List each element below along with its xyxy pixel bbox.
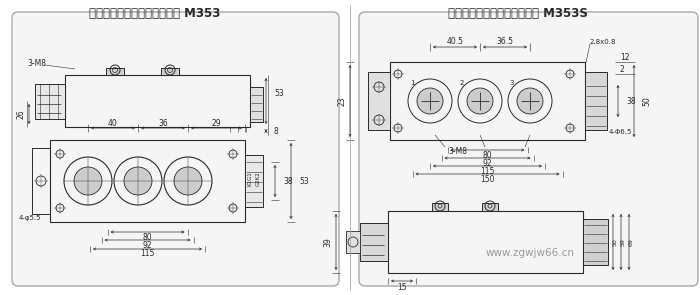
Text: 3-M8: 3-M8 — [449, 148, 468, 157]
Circle shape — [74, 167, 102, 195]
Circle shape — [174, 167, 202, 195]
Text: 53: 53 — [299, 176, 309, 186]
Bar — [368, 72, 390, 130]
Text: 散热形式：水冷型模块外型图 M353S: 散热形式：水冷型模块外型图 M353S — [448, 7, 588, 20]
Bar — [346, 231, 360, 253]
Text: 15: 15 — [397, 283, 407, 291]
FancyBboxPatch shape — [359, 12, 698, 286]
Bar — [106, 68, 124, 75]
Text: 4-Φ6.5: 4-Φ6.5 — [609, 129, 632, 135]
Text: 50: 50 — [642, 96, 651, 106]
Text: G2K2: G2K2 — [256, 172, 260, 186]
Text: 53: 53 — [274, 89, 284, 98]
Circle shape — [417, 88, 443, 114]
Text: 36.5: 36.5 — [496, 37, 514, 47]
Text: 150: 150 — [480, 175, 495, 183]
Text: 59: 59 — [620, 238, 626, 246]
Bar — [585, 72, 607, 130]
Text: 80: 80 — [483, 150, 492, 160]
Text: 8: 8 — [274, 127, 279, 135]
Text: 38: 38 — [283, 176, 293, 186]
Text: 1: 1 — [410, 80, 414, 86]
Text: www.zgwjw66.cn: www.zgwjw66.cn — [486, 248, 575, 258]
Text: 92: 92 — [143, 240, 153, 250]
Text: 115: 115 — [140, 250, 155, 258]
Text: 2: 2 — [620, 65, 624, 75]
Text: 40.5: 40.5 — [447, 37, 463, 47]
Bar — [250, 87, 263, 122]
Bar — [583, 219, 608, 265]
Circle shape — [467, 88, 493, 114]
Text: 50: 50 — [612, 238, 617, 246]
Bar — [432, 203, 448, 211]
Text: 115: 115 — [480, 166, 495, 176]
Text: 4-φ5.5: 4-φ5.5 — [19, 215, 41, 221]
Bar — [35, 84, 65, 119]
Bar — [32, 148, 50, 214]
Text: 2: 2 — [460, 80, 464, 86]
Text: 80: 80 — [143, 232, 153, 242]
Text: K1G1: K1G1 — [248, 172, 253, 186]
Text: 2.8x0.8: 2.8x0.8 — [590, 39, 617, 45]
Text: 29: 29 — [211, 119, 221, 129]
Text: 散热形式：风冷型模块外型图 M353: 散热形式：风冷型模块外型图 M353 — [90, 7, 220, 20]
Text: 69: 69 — [629, 238, 634, 246]
Bar — [245, 155, 263, 207]
Bar — [161, 68, 179, 75]
Text: 36: 36 — [158, 119, 168, 129]
Text: 23: 23 — [337, 96, 346, 106]
FancyBboxPatch shape — [12, 12, 339, 286]
Bar — [388, 211, 583, 273]
Bar — [65, 75, 250, 127]
Text: 39: 39 — [323, 237, 332, 247]
Bar — [482, 203, 498, 211]
Text: 26: 26 — [17, 109, 25, 119]
Circle shape — [517, 88, 543, 114]
Text: 3: 3 — [510, 80, 514, 86]
Text: 40: 40 — [108, 119, 118, 129]
Text: 38: 38 — [626, 96, 636, 106]
Text: 92: 92 — [483, 158, 492, 168]
Bar — [390, 62, 585, 140]
Circle shape — [124, 167, 152, 195]
Text: 3-M8: 3-M8 — [27, 58, 46, 68]
Bar — [360, 223, 388, 261]
Text: 12: 12 — [620, 53, 629, 63]
Bar — [50, 140, 245, 222]
